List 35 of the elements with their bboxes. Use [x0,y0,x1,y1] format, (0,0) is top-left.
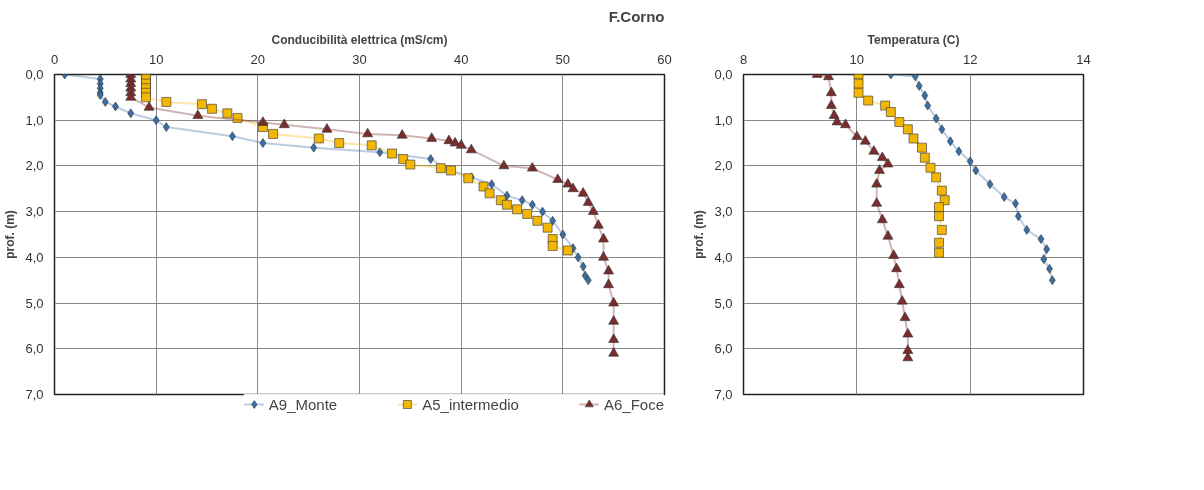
y-tick-label: 1,0 [714,112,733,128]
y-tick-label: 7,0 [714,387,733,402]
chart-title: F.Corno [608,7,665,25]
y-tick-label: 7,0 [25,387,44,402]
x-tick-label: 10 [849,51,865,67]
legend-label: A9_Monte [268,395,338,413]
x-tick-label: 60 [657,51,672,67]
y-tick-label: 3,0 [714,204,733,220]
y-axis-title: prof. (m) [3,210,18,259]
y-tick-label: 5,0 [714,295,733,311]
y-tick-label: 4,0 [714,249,733,265]
y-tick-label: 5,0 [25,295,44,311]
x-tick-label: 40 [453,51,469,67]
x-axis-title: Conducibilità elettrica (mS/cm) [271,32,448,47]
x-tick-label: 30 [352,51,367,67]
y-tick-label: 3,0 [25,204,44,220]
y-axis-title: prof. (m) [692,210,707,259]
x-tick-label: 14 [1076,51,1091,67]
x-tick-label: 10 [148,51,164,67]
y-tick-label: 0,0 [714,67,733,82]
x-tick-label: 50 [555,51,571,67]
x-tick-label: 0 [50,51,59,67]
y-tick-label: 2,0 [25,158,44,174]
y-tick-label: 0,0 [25,67,44,82]
y-tick-label: 6,0 [25,341,44,357]
legend-label: A6_Foce [603,395,664,413]
y-tick-label: 4,0 [25,249,44,265]
x-tick-label: 12 [962,51,978,67]
x-axis-title: Temperatura (C) [867,32,960,47]
x-tick-label: 8 [739,51,748,67]
y-tick-label: 1,0 [25,112,44,128]
y-tick-label: 6,0 [714,341,733,357]
legend-label: A5_intermedio [422,395,519,413]
x-tick-label: 20 [250,51,266,67]
y-tick-label: 2,0 [714,158,733,174]
